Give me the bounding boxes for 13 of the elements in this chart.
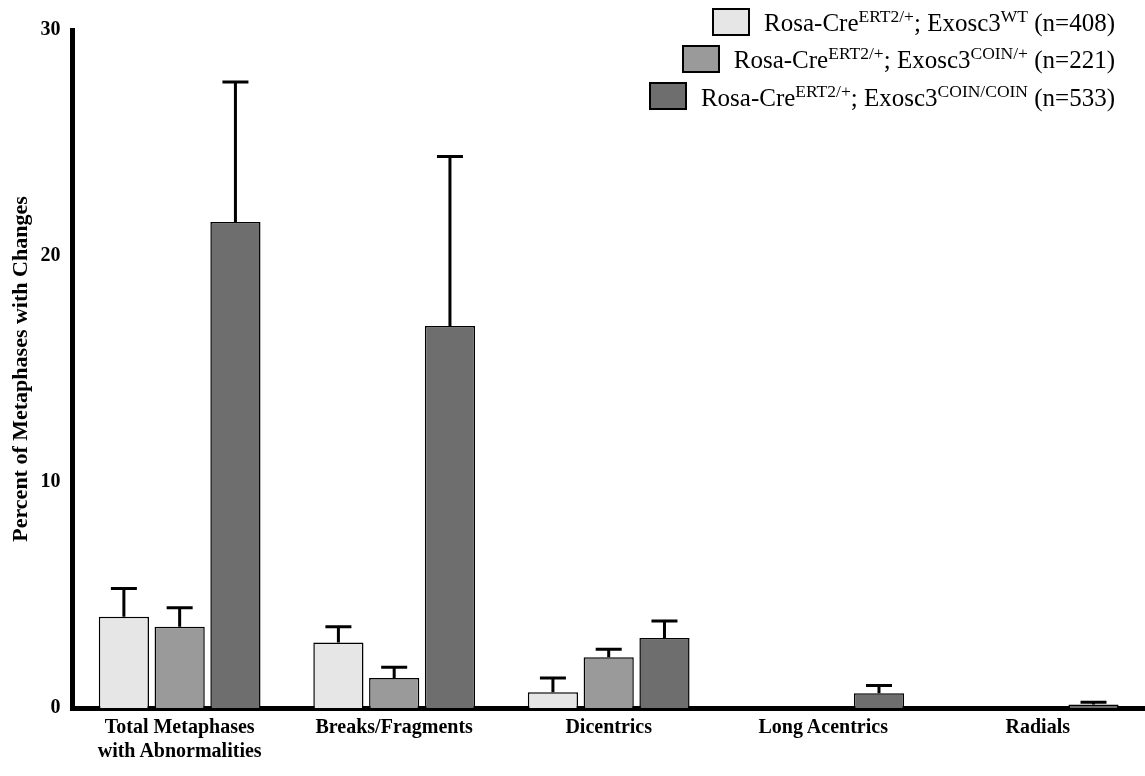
legend-label: Rosa-Cre$^{ERT2/+}$; Exosc3$^{WT}$ (n=408) xyxy=(764,6,1115,38)
x-tick-label: Dicentrics xyxy=(565,715,653,738)
y-tick-label: 0 xyxy=(50,695,61,718)
x-tick-label: Breaks/Fragments xyxy=(315,715,474,739)
x-tick-label: Total Metaphases with Abnormalities xyxy=(97,715,262,762)
x-tick-label: Radials xyxy=(1005,715,1071,738)
legend-label: Rosa-Cre$^{ERT2/+}$; Exosc3$^{COIN/COIN}$ (n=533) xyxy=(700,80,1115,112)
y-axis-title: Percent of Metaphases with Changes xyxy=(6,195,32,542)
y-tick-label: 10 xyxy=(40,469,61,492)
y-tick-label: 30 xyxy=(40,17,61,40)
x-tick-label: Long Acentrics xyxy=(758,715,889,739)
legend-label: Rosa-Cre$^{ERT2/+}$; Exosc3$^{COIN/+}$ (n=221) xyxy=(733,43,1115,75)
y-tick-label: 20 xyxy=(40,243,61,266)
